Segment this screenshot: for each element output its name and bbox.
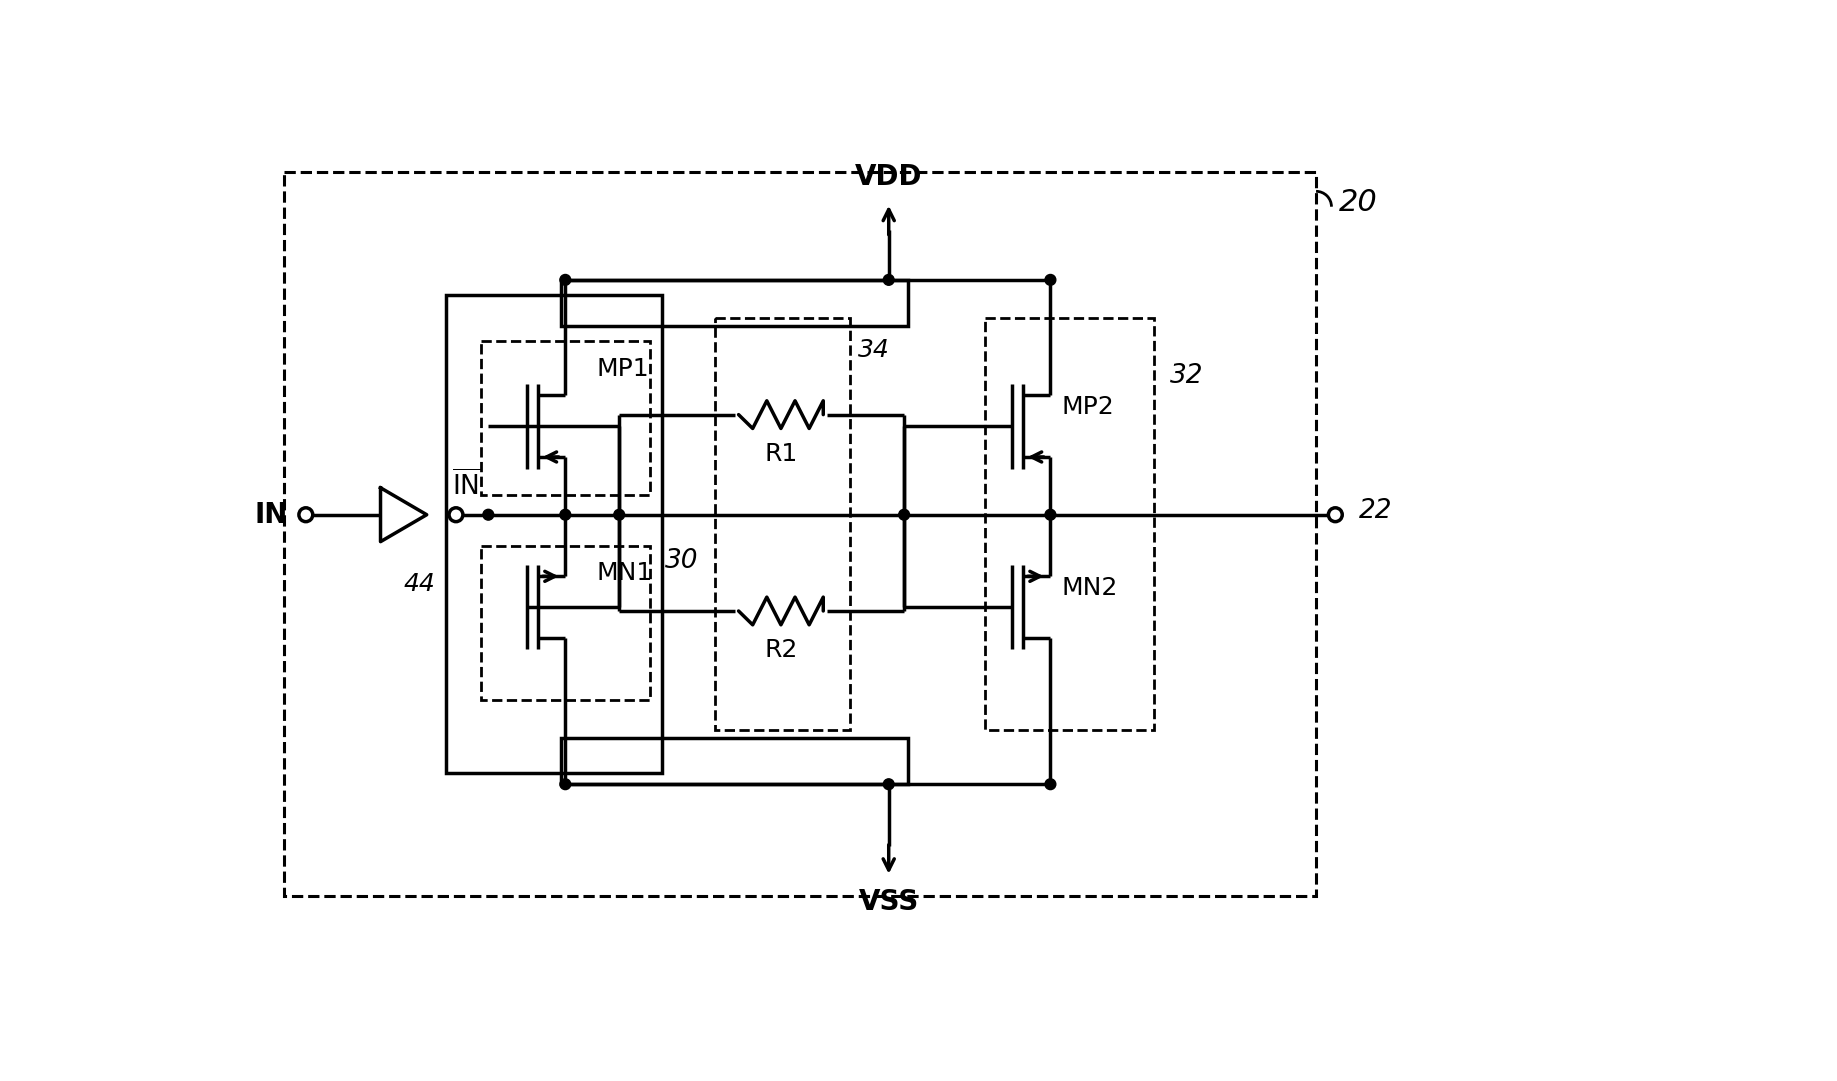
Text: 34: 34 bbox=[858, 337, 889, 362]
Text: $\overline{\rm IN}$: $\overline{\rm IN}$ bbox=[452, 470, 481, 501]
Bar bbox=[285, 172, 1315, 896]
Bar bbox=[562, 738, 907, 784]
Circle shape bbox=[884, 275, 895, 285]
Text: R2: R2 bbox=[764, 638, 797, 662]
Text: 20: 20 bbox=[1339, 188, 1378, 217]
Circle shape bbox=[884, 778, 895, 789]
Text: MP1: MP1 bbox=[597, 357, 648, 381]
Circle shape bbox=[560, 509, 571, 520]
Text: VDD: VDD bbox=[854, 163, 922, 191]
Circle shape bbox=[898, 509, 909, 520]
Text: 32: 32 bbox=[1170, 363, 1203, 389]
Circle shape bbox=[1045, 509, 1056, 520]
Text: 30: 30 bbox=[665, 548, 698, 574]
Text: R1: R1 bbox=[764, 441, 797, 466]
Text: 22: 22 bbox=[1358, 498, 1392, 524]
Bar bbox=[481, 342, 650, 495]
Polygon shape bbox=[380, 488, 426, 542]
Text: IN: IN bbox=[255, 501, 288, 529]
Text: MN2: MN2 bbox=[1062, 576, 1119, 600]
Circle shape bbox=[483, 509, 494, 520]
Bar bbox=[481, 546, 650, 699]
Text: MN1: MN1 bbox=[597, 561, 652, 585]
Circle shape bbox=[560, 275, 571, 285]
Bar bbox=[715, 319, 851, 731]
Text: MP2: MP2 bbox=[1062, 395, 1115, 419]
Circle shape bbox=[614, 509, 625, 520]
Circle shape bbox=[1045, 778, 1056, 789]
Text: 44: 44 bbox=[402, 573, 435, 597]
Bar bbox=[562, 280, 907, 326]
Text: VSS: VSS bbox=[858, 889, 918, 917]
Circle shape bbox=[1045, 275, 1056, 285]
Bar bbox=[985, 319, 1154, 731]
Circle shape bbox=[560, 778, 571, 789]
Bar bbox=[446, 295, 661, 773]
